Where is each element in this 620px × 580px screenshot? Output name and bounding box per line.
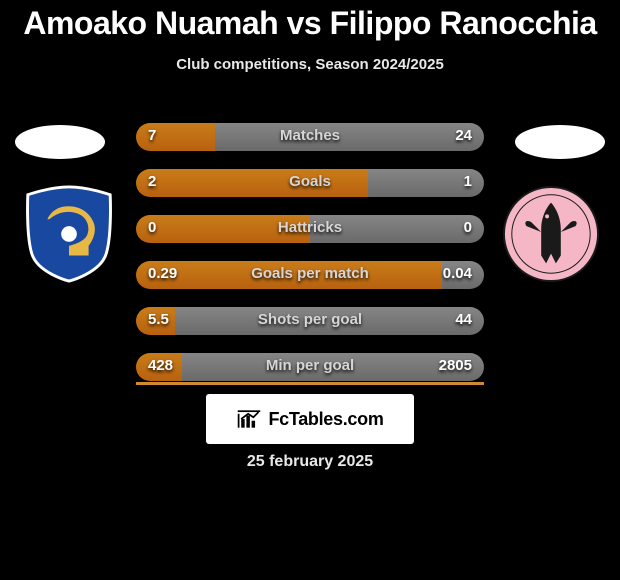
stat-value-right: 2805 — [439, 357, 472, 374]
stat-value-left: 5.5 — [148, 311, 169, 328]
stat-row: Goals per match0.29 0.04 — [136, 261, 484, 289]
stat-row: Min per goal428 2805 — [136, 353, 484, 381]
club-logo-left — [20, 185, 118, 283]
stat-value-left: 2 — [148, 173, 156, 190]
club-logo-right — [502, 185, 600, 283]
stats-area: Matches7 24 Goals2 1 Hattricks0 0 Goals per ma… — [0, 113, 620, 383]
stat-underline — [136, 382, 484, 385]
fctables-logo-icon — [236, 408, 262, 430]
player-photo-left — [15, 125, 105, 159]
date-label: 25 february 2025 — [0, 453, 620, 471]
subtitle: Club competitions, Season 2024/2025 — [0, 56, 620, 73]
stat-row: Matches7 24 — [136, 123, 484, 151]
player-photo-right — [515, 125, 605, 159]
stat-value-left: 7 — [148, 127, 156, 144]
branding-badge: FcTables.com — [206, 394, 414, 444]
page-title: Amoako Nuamah vs Filippo Ranocchia — [0, 0, 620, 42]
brescia-shield-icon — [20, 185, 118, 283]
stat-label: Hattricks — [136, 219, 484, 236]
stat-label: Shots per goal — [136, 311, 484, 328]
stat-label: Min per goal — [136, 357, 484, 374]
stat-row: Hattricks0 0 — [136, 215, 484, 243]
stat-value-left: 0 — [148, 219, 156, 236]
stat-row: Goals2 1 — [136, 169, 484, 197]
stat-value-right: 0 — [464, 219, 472, 236]
stat-label: Matches — [136, 127, 484, 144]
stat-value-right: 44 — [455, 311, 472, 328]
stat-value-left: 0.29 — [148, 265, 177, 282]
stat-row: Shots per goal5.5 44 — [136, 307, 484, 335]
stat-label: Goals per match — [136, 265, 484, 282]
stat-value-right: 24 — [455, 127, 472, 144]
branding-text: FcTables.com — [268, 409, 383, 430]
stat-value-left: 428 — [148, 357, 173, 374]
stat-label: Goals — [136, 173, 484, 190]
stat-value-right: 1 — [464, 173, 472, 190]
stat-value-right: 0.04 — [443, 265, 472, 282]
palermo-shield-icon — [502, 185, 600, 283]
